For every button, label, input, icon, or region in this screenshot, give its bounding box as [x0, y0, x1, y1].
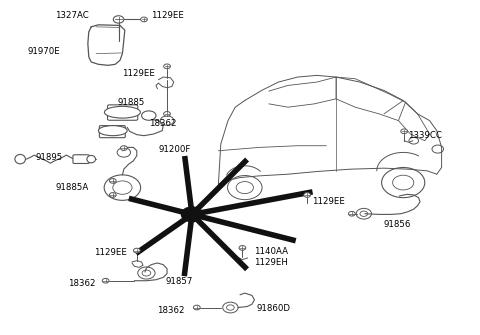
Text: 91857: 91857: [166, 277, 193, 286]
Text: 91200F: 91200F: [158, 145, 191, 153]
Ellipse shape: [142, 111, 156, 120]
Circle shape: [181, 207, 203, 222]
Text: 91885: 91885: [118, 98, 145, 107]
Ellipse shape: [15, 154, 25, 164]
Text: 1327AC: 1327AC: [55, 11, 89, 19]
Text: 91895: 91895: [36, 153, 63, 162]
Text: 91856: 91856: [384, 220, 411, 229]
Circle shape: [133, 248, 140, 253]
Text: 91885A: 91885A: [56, 183, 89, 192]
Circle shape: [348, 211, 355, 216]
Circle shape: [109, 179, 116, 183]
FancyBboxPatch shape: [99, 126, 125, 138]
Text: 1129EE: 1129EE: [151, 11, 184, 19]
Text: 18362: 18362: [69, 279, 96, 287]
Circle shape: [401, 129, 408, 134]
Circle shape: [113, 16, 124, 23]
Circle shape: [193, 305, 200, 310]
Text: 1129EE: 1129EE: [95, 249, 127, 257]
Text: 91860D: 91860D: [257, 304, 291, 313]
Ellipse shape: [87, 155, 96, 163]
Text: 18362: 18362: [157, 307, 185, 315]
Text: 1129EE: 1129EE: [122, 69, 155, 78]
Text: 91970E: 91970E: [27, 48, 60, 56]
Circle shape: [102, 278, 109, 283]
Text: 1140AA: 1140AA: [254, 248, 288, 256]
FancyBboxPatch shape: [108, 105, 138, 120]
Circle shape: [304, 193, 311, 197]
Circle shape: [141, 17, 147, 22]
Circle shape: [109, 193, 116, 197]
Text: 1129EH: 1129EH: [254, 259, 288, 267]
Circle shape: [120, 146, 127, 150]
Circle shape: [164, 112, 170, 116]
Text: 1129EE: 1129EE: [312, 197, 345, 205]
Ellipse shape: [105, 106, 140, 118]
Ellipse shape: [98, 126, 127, 136]
Circle shape: [239, 246, 246, 250]
Text: 18362: 18362: [149, 120, 176, 128]
Circle shape: [164, 64, 170, 69]
Text: 1339CC: 1339CC: [408, 131, 442, 140]
FancyBboxPatch shape: [73, 155, 89, 163]
